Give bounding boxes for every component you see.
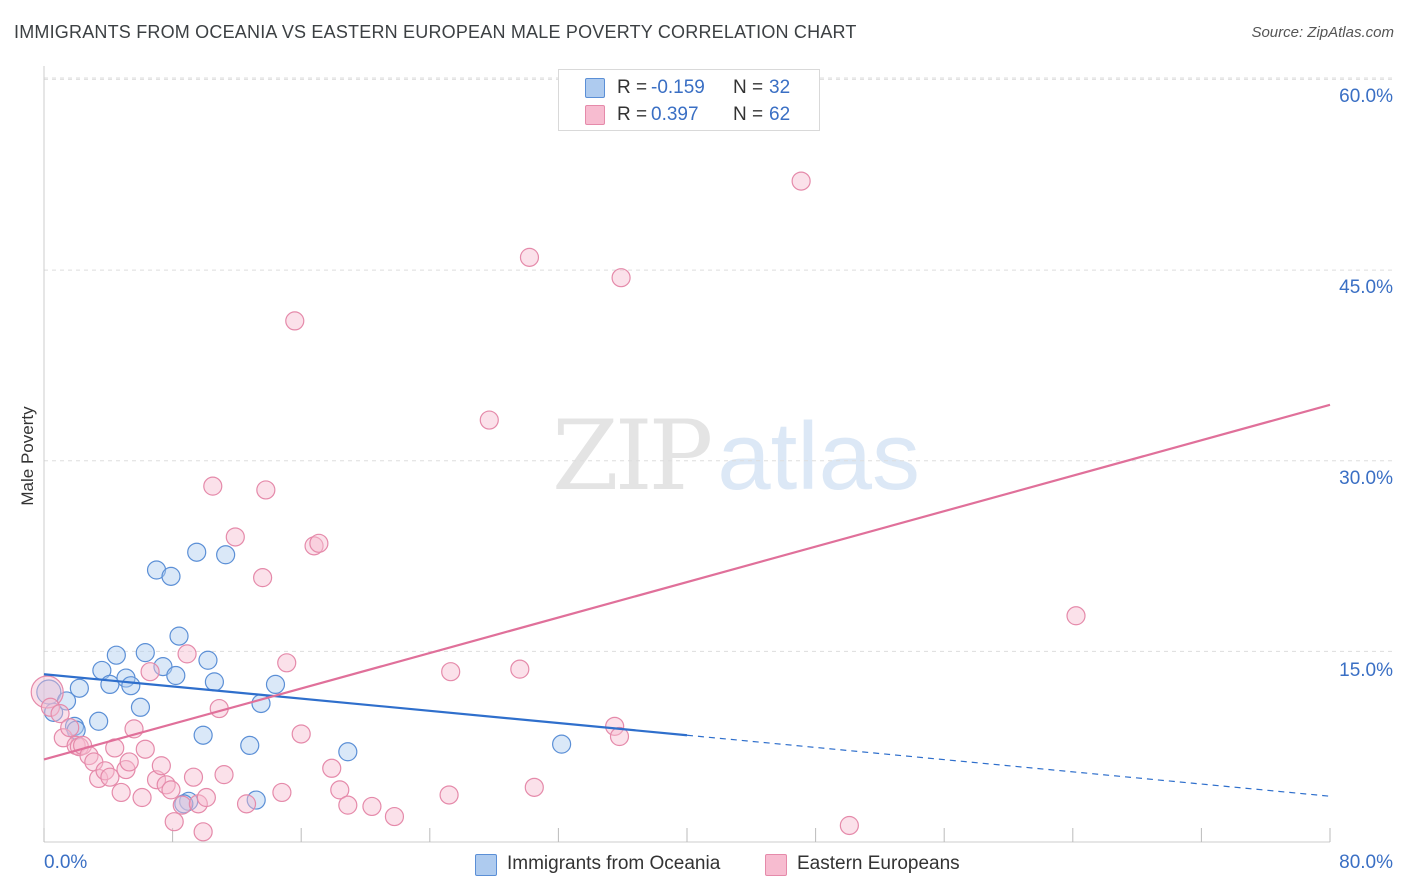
point-eastern-europeans: [479, 410, 499, 430]
point-eastern-europeans: [256, 480, 276, 500]
point-eastern-europeans: [172, 795, 192, 815]
point-oceania: [265, 674, 286, 695]
legend-swatch-eastern-europeans: [765, 854, 787, 876]
point-eastern-europeans: [177, 644, 197, 664]
point-oceania: [552, 734, 572, 754]
correlation-legend: R = -0.159 N = 32 R = 0.397 N = 62: [558, 69, 820, 131]
point-eastern-europeans: [524, 777, 544, 797]
y-tick-label-15: 15.0%: [1339, 660, 1393, 681]
point-eastern-europeans: [839, 815, 859, 836]
legend-swatch-eastern-europeans: [585, 105, 605, 125]
point-eastern-europeans: [135, 739, 155, 759]
point-eastern-europeans: [203, 476, 223, 496]
point-eastern-europeans: [236, 794, 257, 814]
legend-n-label: N =: [733, 104, 764, 125]
point-eastern-europeans: [119, 752, 139, 772]
legend-n-value: 62: [769, 104, 791, 125]
legend-label-eastern-europeans: Eastern Europeans: [797, 853, 960, 874]
point-eastern-europeans: [164, 812, 184, 832]
point-eastern-europeans: [609, 726, 630, 747]
point-eastern-europeans: [277, 653, 297, 673]
point-eastern-europeans: [50, 704, 70, 724]
point-oceania: [100, 674, 120, 695]
legend-r-value: 0.397: [651, 104, 699, 125]
point-eastern-europeans: [439, 785, 459, 805]
point-eastern-europeans: [330, 780, 350, 800]
point-oceania: [161, 566, 181, 586]
point-eastern-europeans: [40, 697, 61, 717]
point-oceania: [130, 697, 151, 717]
point-eastern-europeans: [338, 795, 358, 815]
trend-line-oceania: [43, 673, 688, 737]
point-oceania: [198, 650, 218, 670]
point-eastern-europeans: [441, 662, 461, 682]
point-oceania: [246, 790, 266, 810]
point-oceania: [187, 542, 207, 562]
point-eastern-europeans: [111, 782, 131, 803]
point-eastern-europeans: [132, 787, 152, 808]
point-eastern-europeans: [309, 533, 329, 553]
legend-r-label: R =: [617, 104, 648, 125]
point-eastern-europeans: [291, 724, 311, 744]
point-eastern-europeans: [791, 171, 811, 191]
y-tick-label-30: 30.0%: [1339, 468, 1393, 489]
point-oceania: [204, 672, 224, 692]
legend-n-label: N =: [733, 77, 764, 98]
point-oceania: [121, 676, 141, 696]
trend-line-oceania-extension: [686, 734, 1331, 797]
point-eastern-europeans: [60, 718, 80, 738]
point-oceania: [193, 725, 213, 745]
point-eastern-europeans: [161, 780, 181, 800]
legend-label-oceania: Immigrants from Oceania: [507, 853, 721, 874]
chart-title: IMMIGRANTS FROM OCEANIA VS EASTERN EUROP…: [14, 22, 857, 42]
y-tick-label-60: 60.0%: [1339, 86, 1393, 107]
legend-n-value: 32: [769, 77, 791, 98]
y-tick-label-45: 45.0%: [1339, 277, 1393, 298]
legend-swatch-oceania: [585, 78, 605, 98]
point-oceania: [166, 665, 186, 686]
point-oceania: [135, 643, 155, 663]
point-eastern-europeans: [183, 767, 204, 787]
point-oceania: [169, 626, 189, 646]
point-eastern-europeans: [196, 787, 216, 808]
point-oceania: [338, 742, 358, 762]
point-eastern-europeans: [611, 268, 631, 288]
chart-source: Source: ZipAtlas.com: [1251, 24, 1394, 41]
point-eastern-europeans: [519, 247, 540, 267]
point-eastern-europeans: [214, 765, 234, 785]
watermark-zip: ZIP: [552, 400, 713, 512]
point-oceania: [69, 678, 89, 698]
point-eastern-europeans: [151, 756, 171, 776]
point-eastern-europeans: [510, 659, 530, 679]
point-oceania: [89, 711, 109, 731]
point-eastern-europeans: [193, 822, 213, 842]
legend-r-value: -0.159: [651, 77, 705, 98]
trend-line-eastern-europeans: [43, 403, 1331, 761]
point-eastern-europeans: [272, 782, 292, 803]
point-eastern-europeans: [605, 716, 625, 736]
x-tick-label-min: 0.0%: [44, 852, 88, 873]
watermark-atlas: atlas: [717, 403, 920, 510]
point-eastern-europeans: [322, 758, 342, 778]
point-oceania: [146, 560, 167, 580]
legend-swatch-oceania: [475, 854, 497, 876]
point-oceania: [106, 645, 126, 665]
point-oceania: [240, 735, 260, 756]
point-eastern-europeans: [253, 568, 273, 588]
point-eastern-europeans: [1066, 606, 1086, 626]
point-oceania: [36, 679, 62, 705]
point-eastern-europeans: [100, 767, 120, 787]
point-oceania: [216, 545, 236, 565]
point-eastern-europeans: [384, 806, 405, 827]
point-eastern-europeans: [362, 796, 382, 817]
watermark: ZIPatlas: [552, 400, 920, 512]
point-eastern-europeans: [140, 662, 160, 682]
point-eastern-europeans: [285, 311, 305, 331]
x-tick-label-max: 80.0%: [1339, 852, 1393, 873]
legend-r-label: R =: [617, 77, 648, 98]
point-eastern-europeans: [225, 527, 245, 547]
